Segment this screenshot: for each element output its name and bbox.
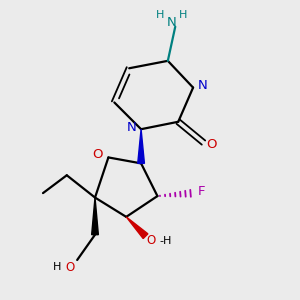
Polygon shape [92,198,98,235]
Text: O: O [207,138,217,152]
Text: H: H [178,10,187,20]
Text: F: F [198,185,205,198]
Text: O: O [65,261,74,274]
Text: N: N [198,79,208,92]
Text: O: O [147,234,156,247]
Text: O: O [93,148,103,161]
Polygon shape [126,217,148,239]
Text: N: N [127,121,136,134]
Text: H: H [53,262,61,272]
Text: N: N [167,16,176,29]
Polygon shape [138,129,144,164]
Text: -H: -H [160,236,172,246]
Text: H: H [156,10,165,20]
